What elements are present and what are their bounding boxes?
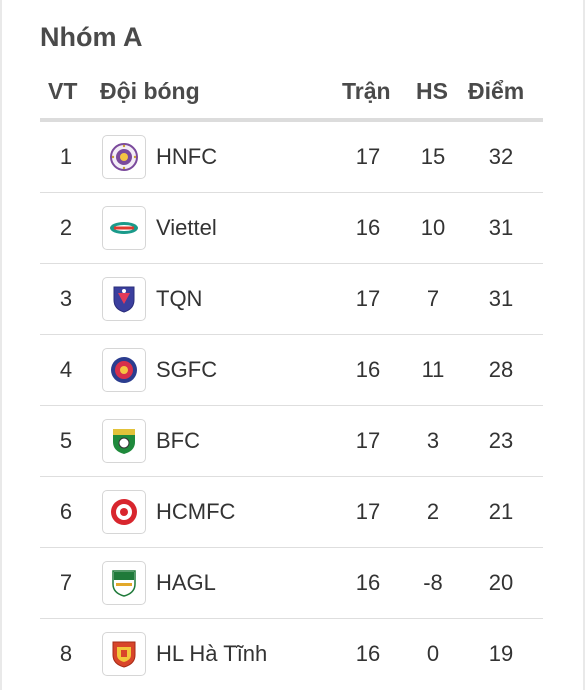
column-header-team: Đội bóng bbox=[100, 78, 200, 104]
goal-difference: 3 bbox=[426, 428, 440, 453]
table-row[interactable]: 5 BFC 17 3 23 bbox=[40, 406, 543, 477]
points: 20 bbox=[488, 570, 514, 595]
team-name[interactable]: HNFC bbox=[156, 144, 218, 169]
matches-played: 16 bbox=[355, 357, 381, 382]
matches-played: 16 bbox=[355, 215, 381, 240]
table-row[interactable]: 8 HL Hà Tĩnh 16 0 19 bbox=[40, 619, 543, 689]
frame-border-left bbox=[0, 0, 2, 690]
table-row[interactable]: 4 SGFC 16 11 28 bbox=[40, 335, 543, 406]
hcmfc-logo-icon bbox=[102, 490, 146, 534]
team-position: 6 bbox=[59, 499, 73, 524]
goal-difference: -8 bbox=[423, 570, 443, 595]
points: 23 bbox=[488, 428, 514, 453]
team-position: 7 bbox=[59, 570, 73, 595]
goal-difference: 2 bbox=[426, 499, 440, 524]
bfc-logo-icon bbox=[102, 419, 146, 463]
column-header-played: Trận bbox=[342, 78, 391, 104]
team-name[interactable]: SGFC bbox=[156, 357, 218, 382]
goal-difference: 7 bbox=[426, 286, 440, 311]
table-row[interactable]: 7 HAGL 16 -8 20 bbox=[40, 548, 543, 619]
hnfc-logo-icon bbox=[102, 135, 146, 179]
viettel-logo-icon bbox=[102, 206, 146, 250]
points: 31 bbox=[488, 286, 514, 311]
matches-played: 17 bbox=[355, 286, 381, 311]
matches-played: 16 bbox=[355, 641, 381, 666]
matches-played: 17 bbox=[355, 499, 381, 524]
team-name[interactable]: Viettel bbox=[156, 215, 217, 240]
goal-difference: 15 bbox=[420, 144, 446, 169]
goal-difference: 0 bbox=[426, 641, 440, 666]
team-name[interactable]: HAGL bbox=[156, 570, 216, 595]
team-position: 2 bbox=[59, 215, 73, 240]
matches-played: 17 bbox=[355, 144, 381, 169]
team-name[interactable]: BFC bbox=[156, 428, 200, 453]
hagl-logo-icon bbox=[102, 561, 146, 605]
team-position: 5 bbox=[59, 428, 73, 453]
matches-played: 16 bbox=[355, 570, 381, 595]
team-position: 8 bbox=[59, 641, 73, 666]
team-name[interactable]: HL Hà Tĩnh bbox=[156, 641, 268, 666]
goal-difference: 11 bbox=[421, 357, 445, 382]
points: 31 bbox=[488, 215, 514, 240]
table-header: VT Đội bóng Trận HS Điểm bbox=[40, 74, 543, 122]
goal-difference: 10 bbox=[420, 215, 446, 240]
column-header-points: Điểm bbox=[468, 78, 525, 104]
team-position: 1 bbox=[59, 144, 73, 169]
team-name[interactable]: TQN bbox=[156, 286, 203, 311]
team-position: 3 bbox=[59, 286, 73, 311]
points: 32 bbox=[488, 144, 514, 169]
points: 28 bbox=[488, 357, 514, 382]
table-row[interactable]: 6 HCMFC 17 2 21 bbox=[40, 477, 543, 548]
points: 21 bbox=[488, 499, 514, 524]
points: 19 bbox=[488, 641, 514, 666]
frame-border-right bbox=[583, 0, 585, 690]
table-row[interactable]: 1 HNFC 17 15 32 bbox=[40, 122, 543, 193]
team-position: 4 bbox=[59, 357, 73, 382]
table-row[interactable]: 2 Viettel 16 10 31 bbox=[40, 193, 543, 264]
hl-ha-tinh-logo-icon bbox=[102, 632, 146, 676]
column-header-position: VT bbox=[48, 78, 78, 104]
column-header-goal-difference: HS bbox=[416, 78, 448, 104]
standings-table: 1 HNFC 17 15 32 2 Viettel bbox=[40, 122, 543, 689]
matches-played: 17 bbox=[355, 428, 381, 453]
group-title: Nhóm A bbox=[40, 22, 143, 52]
table-row[interactable]: 3 TQN 17 7 31 bbox=[40, 264, 543, 335]
tqn-logo-icon bbox=[102, 277, 146, 321]
team-name[interactable]: HCMFC bbox=[156, 499, 236, 524]
sgfc-logo-icon bbox=[102, 348, 146, 392]
